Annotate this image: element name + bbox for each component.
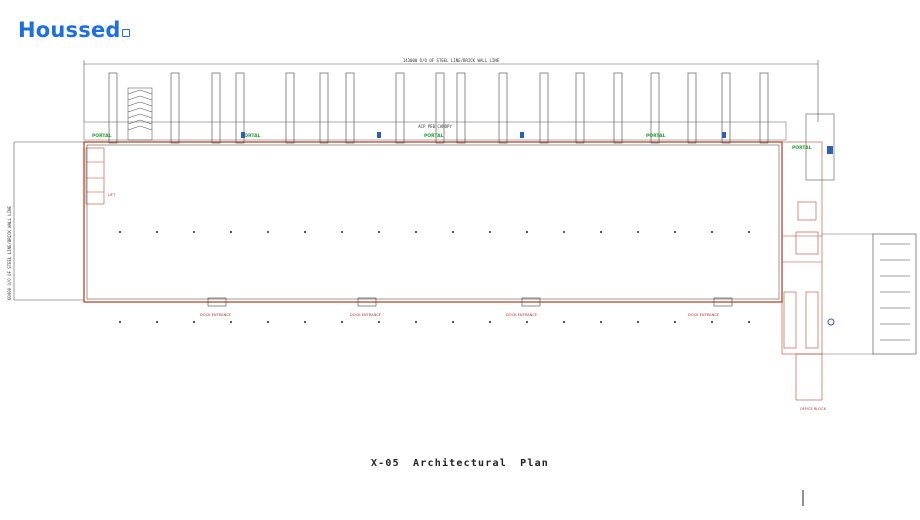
top-wall-markers	[241, 132, 726, 138]
annex-plan	[822, 233, 917, 355]
canopy-label: ACP PEB CANOPY	[418, 124, 452, 129]
logo-text: Houssed	[18, 18, 121, 42]
houssed-logo: Houssed	[18, 18, 130, 42]
drawing-caption: X-05 Architectural Plan	[370, 458, 550, 469]
office-label: OFFICE BLOCK	[800, 407, 827, 411]
bottom-docks	[207, 297, 733, 307]
grid-marker	[827, 318, 835, 326]
left-room-label: LIFT	[108, 193, 116, 197]
stair-marker	[827, 146, 833, 154]
dock-label-4: DOCK ENTRANCE	[688, 313, 720, 317]
portal-label-3: PORTAL	[424, 133, 444, 139]
top-dimension: 143000 O/O OF STEEL LINE/BRICK WALL LINE	[83, 58, 819, 122]
portal-label-1: PORTAL	[92, 133, 112, 139]
home-icon	[121, 29, 130, 37]
dock-label-2: DOCK ENTRANCE	[350, 313, 382, 317]
left-utility-block	[85, 147, 105, 205]
inner-wall-line	[86, 144, 780, 300]
dock-label-1: DOCK ENTRANCE	[200, 313, 232, 317]
building-outline	[83, 141, 783, 303]
right-office-block	[781, 141, 823, 401]
side-dimension: 60000 O/O OF STEEL LINE/BRICK WALL LINE	[7, 141, 84, 301]
top-dimension-label: 143000 O/O OF STEEL LINE/BRICK WALL LINE	[403, 58, 500, 63]
side-dimension-label: 60000 O/O OF STEEL LINE/BRICK WALL LINE	[7, 205, 12, 300]
dock-pits	[108, 72, 769, 144]
portal-label-4: PORTAL	[646, 133, 666, 139]
dock-label-3: DOCK ENTRANCE	[506, 313, 538, 317]
ramp	[127, 87, 153, 141]
column-grid	[119, 231, 750, 323]
portal-label-5: PORTAL	[792, 145, 812, 151]
stair-core	[805, 113, 835, 181]
canopy-band	[83, 121, 787, 141]
portal-label-2: PORTAL	[241, 133, 261, 139]
